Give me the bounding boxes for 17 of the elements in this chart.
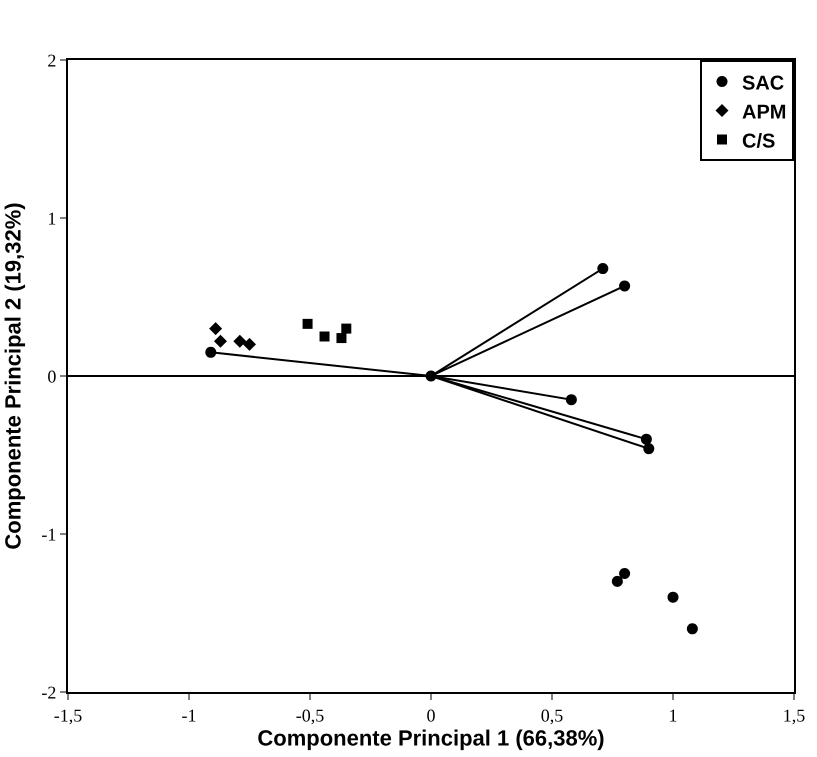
x-axis-title: Componente Principal 1 (66,38%) — [257, 726, 605, 751]
x-tick-label: 0 — [426, 706, 436, 726]
x-tick-label: 1 — [668, 706, 678, 726]
y-tick-label: -2 — [41, 682, 56, 702]
x-tick-label: -1 — [182, 706, 196, 726]
x-tick-label: 0,5 — [540, 706, 564, 726]
y-tick-label: -1 — [41, 524, 56, 544]
y-tick-label: 0 — [47, 366, 56, 386]
y-tick-label: 2 — [47, 50, 56, 70]
legend-label: SAC — [742, 72, 784, 94]
x-tick-label: -0,5 — [296, 706, 324, 726]
y-axis-title: Componente Principal 2 (19,32%) — [0, 202, 26, 550]
legend-label: C/S — [742, 130, 776, 152]
x-tick-label: -1,5 — [54, 706, 82, 726]
x-tick-label: 1,5 — [782, 706, 806, 726]
y-tick-label: 1 — [47, 208, 56, 228]
legend-label: APM — [742, 101, 786, 124]
